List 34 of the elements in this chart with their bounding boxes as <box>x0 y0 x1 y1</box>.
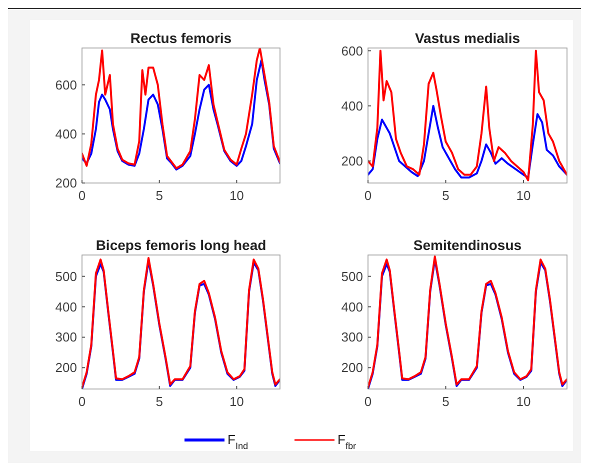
x-tick-label: 10 <box>229 188 244 203</box>
x-tick-label: 10 <box>229 394 244 409</box>
chart-title: Rectus femoris <box>130 30 232 46</box>
y-tick-label: 200 <box>341 153 363 168</box>
chart-title: Semitendinosus <box>413 237 522 253</box>
legend-label: F$_{Ind}$ <box>228 432 248 451</box>
x-tick-label: 5 <box>442 188 450 203</box>
x-tick-label: 5 <box>156 394 163 409</box>
x-tick-label: 0 <box>78 394 86 409</box>
chart-title: Vastus medialis <box>414 30 520 46</box>
y-tick-label: 500 <box>341 268 363 284</box>
y-tick-label: 400 <box>55 299 77 314</box>
x-tick-label: 0 <box>364 188 372 203</box>
y-tick-label: 200 <box>55 360 77 376</box>
x-tick-label: 10 <box>516 394 531 409</box>
y-tick-label: 200 <box>55 176 77 190</box>
line-series <box>368 50 567 182</box>
x-tick-label: 5 <box>442 394 450 409</box>
x-tick-label: 10 <box>516 188 531 203</box>
y-tick-label: 600 <box>341 43 363 58</box>
y-tick-label: 400 <box>341 299 363 314</box>
legend-label: F$_{fbr}$ <box>338 432 356 451</box>
x-tick-label: 0 <box>364 394 372 409</box>
chart-title: Biceps femoris long head <box>96 237 266 253</box>
y-tick-label: 500 <box>55 268 77 284</box>
x-tick-label: 5 <box>156 188 163 203</box>
y-tick-label: 200 <box>341 360 363 376</box>
line-series <box>368 104 567 178</box>
y-tick-label: 300 <box>55 330 77 345</box>
y-tick-label: 300 <box>341 330 363 345</box>
y-tick-label: 600 <box>55 77 77 92</box>
y-tick-label: 400 <box>55 126 77 142</box>
y-tick-label: 400 <box>341 98 363 114</box>
x-tick-label: 0 <box>78 188 86 203</box>
